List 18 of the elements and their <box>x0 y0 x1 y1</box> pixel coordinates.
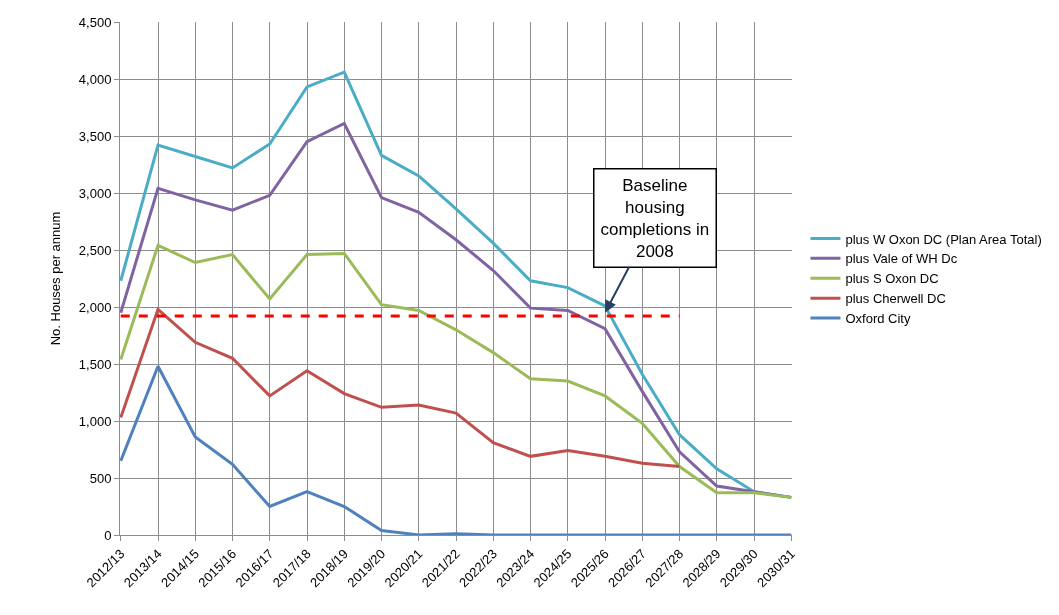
y-axis-title: No. Houses per annum <box>47 211 63 346</box>
y-tick-label: 2,000 <box>78 299 112 315</box>
line-series <box>120 307 681 469</box>
legend-label: plus Vale of WH Dc <box>845 251 958 267</box>
y-tick-label: 4,500 <box>78 14 112 30</box>
y-tick-label: 1,000 <box>78 413 112 429</box>
y-tick-label: 500 <box>89 470 112 486</box>
legend-label: Oxford City <box>845 311 911 327</box>
annotation: Baseline housing completions in 2008 <box>600 175 710 261</box>
y-tick-label: 1,500 <box>78 356 112 372</box>
legend-label: plus W Oxon DC (Plan Area Total) <box>845 231 1042 247</box>
legend-label: plus Cherwell DC <box>845 291 946 307</box>
y-tick-label: 2,500 <box>78 242 112 258</box>
y-tick-label: 3,000 <box>78 185 112 201</box>
y-tick-label: 3,500 <box>78 128 112 144</box>
y-tick-label: 4,000 <box>78 71 112 87</box>
y-tick-label: 0 <box>104 527 112 543</box>
legend-label: plus S Oxon DC <box>845 271 939 287</box>
